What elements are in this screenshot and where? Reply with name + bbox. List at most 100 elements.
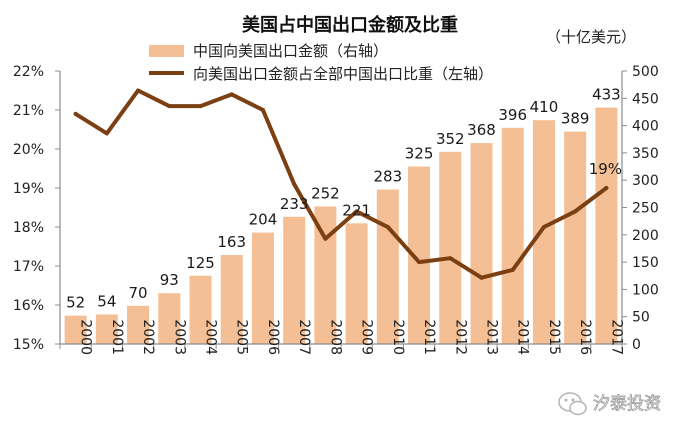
legend-line-label: 向美国出口金额占全部中国出口比重（左轴） — [193, 65, 493, 83]
line-point-2011 — [417, 260, 422, 265]
left-axis-tick-label: 19% — [13, 181, 44, 197]
line-point-2013 — [479, 275, 484, 280]
right-axis-tick-label: 350 — [632, 146, 659, 162]
legend-bar-label: 中国向美国出口金额（右轴） — [193, 42, 388, 60]
bar-2010 — [376, 189, 399, 344]
bar-2003 — [158, 293, 181, 344]
bar-2014 — [501, 127, 524, 344]
bar-value-label: 221 — [342, 201, 371, 219]
x-axis-tick-label: 2008 — [327, 319, 343, 355]
bar-2012 — [439, 151, 462, 344]
line-point-2006 — [260, 108, 265, 112]
unit-label: （十亿美元） — [546, 28, 636, 46]
line-point-2015 — [541, 225, 546, 229]
bar-2016 — [564, 131, 587, 344]
x-axis-tick-label: 2004 — [203, 319, 219, 355]
x-axis-tick-label: 2017 — [608, 319, 624, 355]
right-axis-tick-label: 50 — [632, 310, 650, 326]
bar-2015 — [532, 120, 555, 344]
right-axis-tick-label: 450 — [632, 91, 659, 107]
x-axis-tick-label: 2005 — [234, 319, 250, 355]
bar-value-label: 325 — [405, 145, 434, 163]
chart-title: 美国占中国出口金额及比重 — [242, 14, 458, 36]
x-axis-tick-label: 2011 — [421, 319, 437, 355]
share-line — [73, 88, 609, 280]
wechat-icon — [558, 392, 587, 416]
bar-value-label: 396 — [498, 106, 527, 124]
right-axis-tick-label: 0 — [632, 337, 641, 353]
x-axis-tick-label: 2012 — [452, 319, 468, 355]
x-axis-tick-label: 2014 — [515, 319, 531, 355]
line-point-2000 — [73, 111, 78, 116]
bar-2006 — [251, 232, 274, 344]
bar-2000 — [64, 315, 87, 344]
line-end-label: 19% — [589, 160, 622, 178]
legend: 中国向美国出口金额（右轴） 向美国出口金额占全部中国出口比重（左轴） — [149, 42, 493, 83]
bar-value-label: 283 — [374, 167, 403, 185]
watermark-text: 汐泰投资 — [593, 394, 661, 414]
x-axis-tick-label: 2009 — [359, 319, 375, 355]
bar-value-label: 410 — [530, 98, 559, 116]
right-axis-tick-label: 400 — [632, 119, 659, 135]
plot-area: 15% 16% 17% 18% 19% 20% 21% 22% 0 50 100 150 200 250 3… — [13, 64, 659, 355]
bar-2008 — [314, 206, 337, 344]
line-point-2002 — [136, 88, 141, 93]
line-point-2007 — [292, 182, 297, 187]
right-axis-tick-label: 100 — [632, 282, 659, 298]
x-axis-tick-label: 2003 — [171, 319, 187, 355]
x-axis-tick-label: 2000 — [78, 319, 94, 355]
bar-2002 — [127, 305, 150, 344]
line-point-2016 — [573, 209, 578, 214]
bar-value-label: 204 — [249, 211, 278, 229]
left-axis-tick-label: 16% — [13, 298, 44, 314]
right-axis-tick-label: 300 — [632, 173, 659, 189]
bar-value-label: 125 — [186, 254, 215, 272]
bar-2004 — [189, 275, 212, 344]
line-point-2004 — [198, 104, 203, 109]
left-axis-tick-label: 18% — [13, 220, 44, 236]
right-axis-tick-label: 250 — [632, 201, 659, 217]
line-point-2008 — [323, 236, 328, 241]
left-axis-tick-label: 21% — [13, 103, 44, 119]
bar-value-label: 368 — [467, 121, 496, 139]
right-axis-tick-label: 500 — [632, 64, 659, 80]
line-point-2012 — [448, 256, 453, 261]
bar-2017 — [595, 107, 618, 344]
left-axis-tick-label: 17% — [13, 259, 44, 275]
x-axis-tick-label: 2016 — [577, 319, 593, 355]
x-axis-tick-label: 2007 — [296, 319, 312, 355]
bar-value-label: 352 — [436, 130, 465, 148]
bar-value-label: 54 — [97, 293, 116, 311]
bar-value-label: 233 — [280, 195, 309, 213]
line-point-2003 — [167, 104, 172, 109]
bar-value-label: 252 — [311, 184, 340, 202]
right-axis-tick-label: 200 — [632, 228, 659, 244]
x-axis-tick-label: 2001 — [109, 319, 125, 355]
x-axis-tick-label: 2015 — [546, 319, 562, 355]
x-axis-tick-label: 2006 — [265, 319, 281, 355]
bar-2013 — [470, 143, 493, 344]
left-axis-tick-label: 22% — [13, 64, 44, 80]
right-axis-tick-label: 150 — [632, 255, 659, 271]
line-point-2017 — [604, 186, 609, 190]
bar-2007 — [283, 216, 306, 344]
line-point-2014 — [510, 267, 515, 272]
bar-2009 — [345, 223, 368, 344]
bar-value-label: 433 — [592, 86, 621, 104]
x-axis-tick-label: 2002 — [140, 319, 156, 355]
bar-2005 — [220, 255, 243, 344]
left-axis-tick-label: 20% — [13, 142, 44, 158]
line-point-2010 — [385, 225, 390, 229]
bar-2011 — [408, 166, 431, 344]
watermark: 汐泰投资 — [558, 392, 661, 416]
line-point-2005 — [229, 92, 234, 97]
line-point-2009 — [354, 209, 359, 214]
x-axis-tick-label: 2013 — [484, 319, 500, 355]
bar-value-label: 389 — [561, 110, 590, 128]
left-axis-tick-label: 15% — [13, 337, 44, 353]
bar-value-label: 52 — [66, 294, 85, 312]
bar-value-label: 93 — [160, 271, 179, 289]
line-point-2001 — [104, 131, 109, 136]
bar-value-label: 70 — [129, 284, 148, 302]
